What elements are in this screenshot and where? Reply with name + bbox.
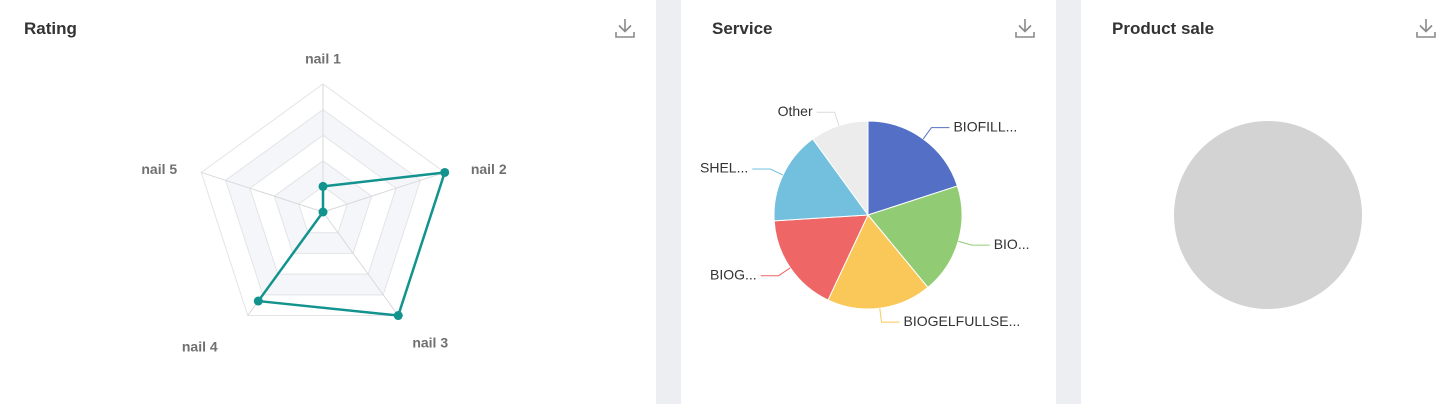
radar-axis-line [322, 211, 399, 316]
radar-indicator-label: nail 4 [182, 338, 218, 354]
pie-label-line [816, 111, 840, 126]
radar-indicator-label: nail 5 [141, 161, 177, 177]
radar-data-point [393, 311, 403, 321]
service-title: Service [712, 19, 773, 38]
pie-label-line [922, 127, 950, 140]
radar-chart: nail 1 nail 2 nail 3 nail 4 nail 5 [141, 51, 507, 355]
pie-slice [867, 120, 959, 216]
pie-slice-label: BIOG... [710, 266, 757, 282]
pie-slice [773, 214, 869, 301]
pie-slice-label: SHEL... [700, 160, 748, 176]
radar-data-point [253, 296, 263, 306]
service-card: Service BIOFILL... BIO... BIOGELFULLSE... B… [681, 0, 1056, 404]
product-sale-pie-chart [1174, 121, 1362, 309]
pie-slice-label: BIOGELFULLSE... [904, 313, 1021, 329]
radar-data-point [440, 167, 450, 177]
download-icon[interactable] [613, 16, 637, 40]
pie-slice-label: BIO... [994, 236, 1030, 252]
radar-axis-line [201, 171, 324, 213]
download-icon[interactable] [1414, 16, 1438, 40]
radar-data-point [318, 207, 328, 217]
radar-indicator-label: nail 1 [305, 51, 341, 67]
product-sale-card: Product sale [1081, 0, 1444, 404]
rating-card: Rating nail 1 nail 2 nail 3 nail 4 nail 5 [0, 0, 656, 404]
download-icon[interactable] [1013, 16, 1037, 40]
pie-label-line [958, 240, 990, 246]
pie-label-line [879, 308, 900, 323]
radar-indicator-label: nail 2 [471, 161, 507, 177]
pie-slice-label: BIOFILL... [953, 118, 1017, 134]
service-pie-chart: BIOFILL... BIO... BIOGELFULLSE... BIOG... SH… [700, 103, 1030, 329]
pie-label-line [760, 267, 791, 277]
radar-indicator-label: nail 3 [412, 334, 448, 350]
empty-pie-placeholder [1174, 121, 1362, 309]
pie-slice [867, 185, 963, 289]
pie-label-line [752, 168, 784, 176]
pie-slice-label: Other [778, 103, 813, 119]
rating-title: Rating [24, 19, 77, 38]
radar-axis-line [322, 171, 445, 213]
product-sale-title: Product sale [1112, 19, 1215, 38]
radar-data-point [318, 181, 328, 191]
